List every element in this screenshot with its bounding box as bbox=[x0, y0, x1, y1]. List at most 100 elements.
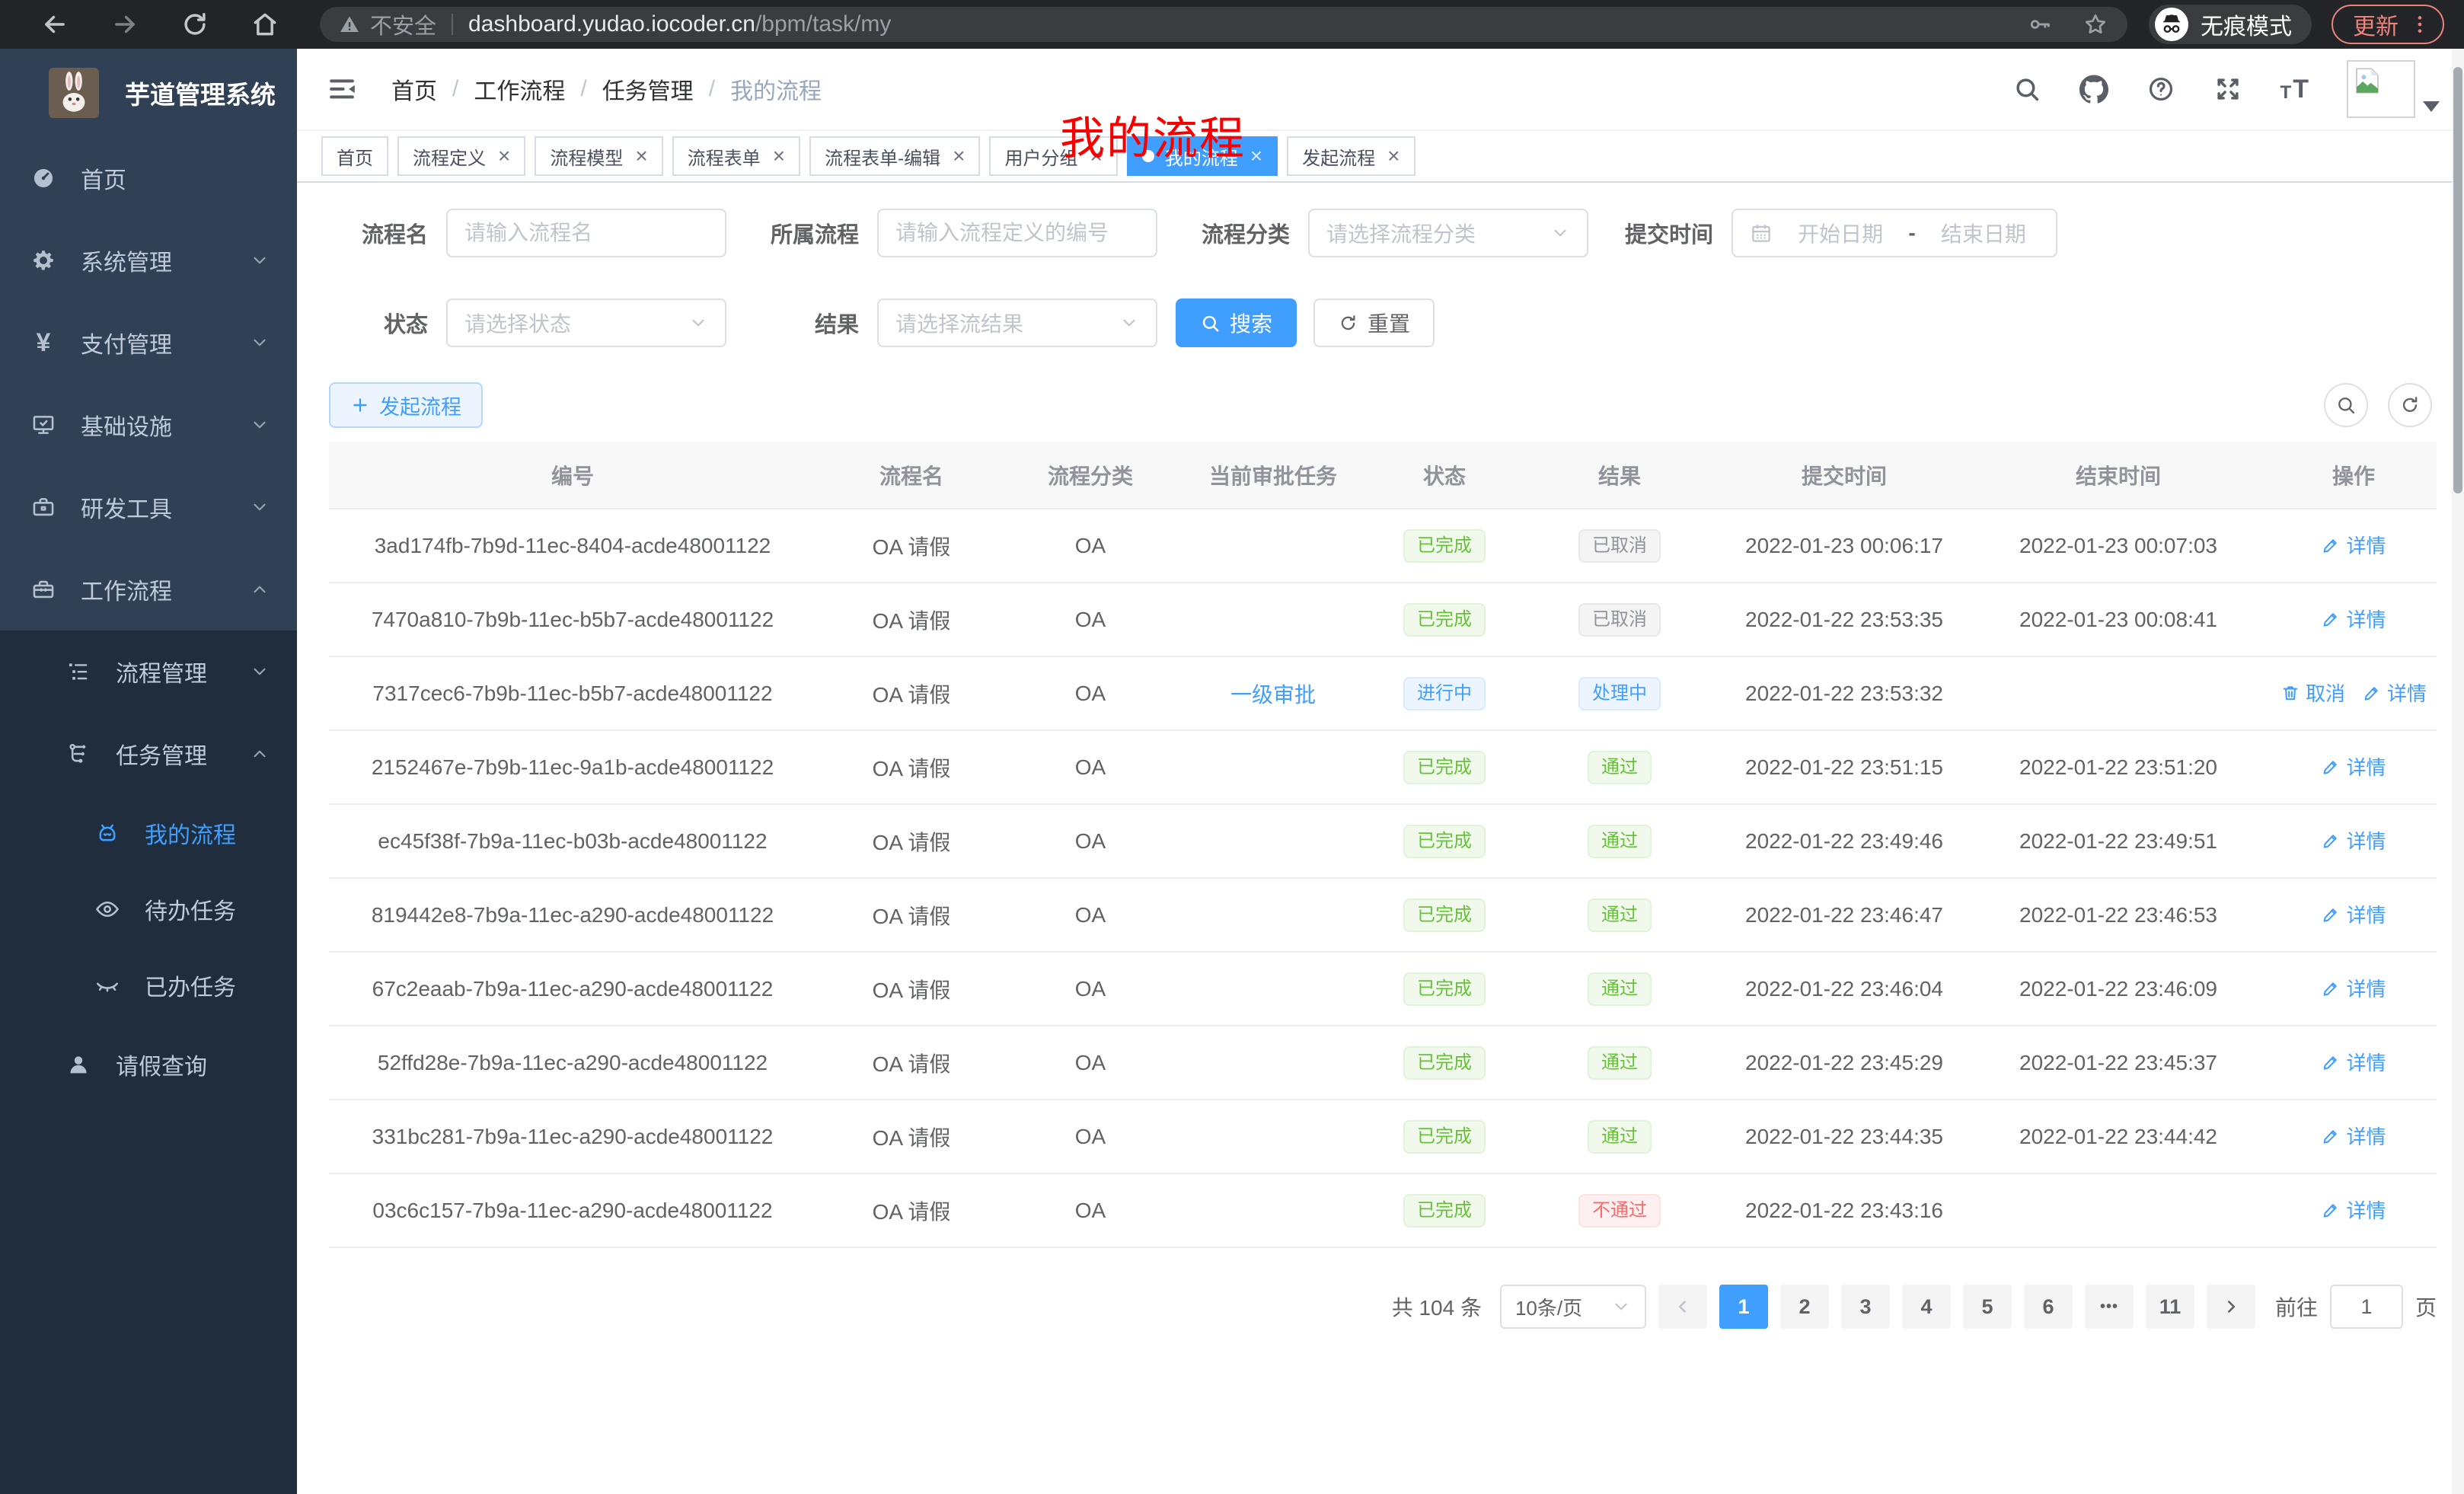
detail-link[interactable]: 详情 bbox=[2321, 531, 2386, 559]
address-bar[interactable]: 不安全 dashboard.yudao.iocoder.cn /bpm/task… bbox=[320, 7, 2127, 42]
kebab-menu-icon[interactable] bbox=[2408, 12, 2432, 37]
sidebar-item-待办任务[interactable]: 待办任务 bbox=[0, 871, 297, 947]
close-icon[interactable]: × bbox=[635, 144, 648, 168]
category-select[interactable]: 请选择流程分类 bbox=[1308, 209, 1588, 257]
reset-button[interactable]: 重置 bbox=[1313, 298, 1435, 347]
detail-link[interactable]: 详情 bbox=[2321, 605, 2386, 633]
tab-流程定义[interactable]: 流程定义 × bbox=[397, 136, 526, 176]
chevron-down-icon bbox=[250, 251, 270, 270]
goto-page-input[interactable] bbox=[2329, 1285, 2403, 1329]
breadcrumb: 首页 工作流程 任务管理 我的流程 bbox=[391, 72, 822, 106]
not-secure-warning-icon[interactable] bbox=[338, 13, 361, 36]
sidebar-item-已办任务[interactable]: 已办任务 bbox=[0, 947, 297, 1023]
next-page-button[interactable] bbox=[2206, 1285, 2255, 1329]
password-key-icon[interactable] bbox=[2027, 11, 2053, 37]
create-process-button[interactable]: 发起流程 bbox=[329, 382, 483, 428]
cell-status: 已完成 bbox=[1372, 1100, 1517, 1174]
home-icon[interactable] bbox=[251, 10, 279, 39]
sidebar-item-label: 我的流程 bbox=[145, 823, 236, 848]
cell-result: 通过 bbox=[1517, 804, 1722, 879]
close-icon[interactable]: × bbox=[1090, 144, 1103, 168]
sidebar-item-基础设施[interactable]: 基础设施 bbox=[0, 384, 297, 466]
scrollbar-thumb[interactable] bbox=[2453, 67, 2462, 493]
search-button[interactable]: 搜索 bbox=[1176, 298, 1297, 347]
breadcrumb-item[interactable]: 工作流程 bbox=[474, 79, 566, 104]
cell-id: 819442e8-7b9a-11ec-a290-acde48001122 bbox=[329, 878, 816, 953]
cell-category: OA bbox=[1007, 656, 1174, 731]
fullscreen-icon[interactable] bbox=[2213, 75, 2242, 104]
cell-task: 一级审批 bbox=[1174, 656, 1372, 731]
page-button-3[interactable]: 3 bbox=[1840, 1285, 1890, 1329]
tab-发起流程[interactable]: 发起流程 × bbox=[1287, 136, 1416, 176]
hamburger-icon[interactable] bbox=[326, 73, 358, 105]
avatar[interactable] bbox=[2347, 60, 2415, 118]
chevron-up-icon bbox=[250, 579, 270, 599]
page-scrollbar[interactable] bbox=[2452, 49, 2464, 1494]
tab-用户分组[interactable]: 用户分组 × bbox=[989, 136, 1118, 176]
github-icon[interactable] bbox=[2079, 75, 2108, 104]
back-icon[interactable] bbox=[40, 10, 69, 39]
page-button-1[interactable]: 1 bbox=[1719, 1285, 1768, 1329]
chevron-down-icon[interactable] bbox=[2423, 101, 2440, 112]
cell-result: 通过 bbox=[1517, 1026, 1722, 1100]
sidebar-item-请假查询[interactable]: 请假查询 bbox=[0, 1023, 297, 1106]
page-button-11[interactable]: 11 bbox=[2145, 1285, 2194, 1329]
more-pages-button[interactable]: ••• bbox=[2084, 1285, 2134, 1329]
help-icon[interactable] bbox=[2146, 75, 2175, 104]
result-select[interactable]: 请选择流结果 bbox=[877, 298, 1157, 347]
close-icon[interactable]: × bbox=[1387, 144, 1400, 168]
close-icon[interactable]: × bbox=[1250, 144, 1263, 168]
page-button-6[interactable]: 6 bbox=[2023, 1285, 2073, 1329]
close-icon[interactable]: × bbox=[498, 144, 511, 168]
sidebar-item-工作流程[interactable]: 工作流程 bbox=[0, 548, 297, 630]
detail-link[interactable]: 详情 bbox=[2321, 1048, 2386, 1076]
process-definition-input[interactable] bbox=[877, 209, 1157, 257]
user-menu[interactable] bbox=[2347, 60, 2440, 118]
chevron-down-icon bbox=[1119, 313, 1139, 333]
table-toolbar: 发起流程 bbox=[329, 382, 2437, 428]
breadcrumb-item[interactable]: 首页 bbox=[391, 79, 437, 104]
status-select[interactable]: 请选择状态 bbox=[446, 298, 726, 347]
process-name-input[interactable] bbox=[446, 209, 726, 257]
breadcrumb-item[interactable]: 任务管理 bbox=[602, 79, 694, 104]
detail-link[interactable]: 详情 bbox=[2321, 900, 2386, 928]
task-link[interactable]: 一级审批 bbox=[1230, 682, 1316, 707]
edit-icon bbox=[2321, 1200, 2341, 1220]
detail-link[interactable]: 详情 bbox=[2321, 1196, 2386, 1224]
detail-link[interactable]: 详情 bbox=[2362, 678, 2427, 707]
page-size-select[interactable]: 10条/页 bbox=[1499, 1285, 1646, 1329]
close-icon[interactable]: × bbox=[772, 144, 786, 168]
sidebar-item-任务管理[interactable]: 任务管理 bbox=[0, 713, 297, 795]
page-button-2[interactable]: 2 bbox=[1779, 1285, 1829, 1329]
reload-icon[interactable] bbox=[180, 10, 209, 39]
cancel-link[interactable]: 取消 bbox=[2280, 678, 2345, 707]
bookmark-star-icon[interactable] bbox=[2082, 11, 2109, 38]
update-button[interactable]: 更新 bbox=[2332, 5, 2444, 44]
submit-time-range-picker[interactable]: 开始日期 - 结束日期 bbox=[1732, 209, 2057, 257]
detail-link[interactable]: 详情 bbox=[2321, 752, 2386, 781]
sidebar-item-我的流程[interactable]: 我的流程 bbox=[0, 795, 297, 871]
refresh-table-button[interactable] bbox=[2388, 383, 2432, 427]
sidebar-item-首页[interactable]: 首页 bbox=[0, 137, 297, 219]
tab-流程表单[interactable]: 流程表单 × bbox=[672, 136, 801, 176]
app-logo[interactable]: 芋道管理系统 bbox=[0, 49, 297, 137]
tab-流程模型[interactable]: 流程模型 × bbox=[535, 136, 663, 176]
tab-我的流程[interactable]: 我的流程 × bbox=[1126, 136, 1278, 176]
prev-page-button[interactable] bbox=[1658, 1285, 1707, 1329]
forward-icon[interactable] bbox=[110, 10, 139, 39]
close-icon[interactable]: × bbox=[953, 144, 965, 168]
detail-link[interactable]: 详情 bbox=[2321, 826, 2386, 854]
page-button-5[interactable]: 5 bbox=[1962, 1285, 2012, 1329]
tab-流程表单-编辑[interactable]: 流程表单-编辑 × bbox=[809, 136, 981, 176]
sidebar-item-系统管理[interactable]: 系统管理 bbox=[0, 219, 297, 302]
sidebar-item-支付管理[interactable]: ¥ 支付管理 bbox=[0, 302, 297, 384]
detail-link[interactable]: 详情 bbox=[2321, 1122, 2386, 1150]
detail-link[interactable]: 详情 bbox=[2321, 974, 2386, 1002]
page-button-4[interactable]: 4 bbox=[1901, 1285, 1951, 1329]
tab-首页[interactable]: 首页 bbox=[321, 136, 388, 176]
sidebar-item-研发工具[interactable]: 研发工具 bbox=[0, 466, 297, 548]
sidebar-item-流程管理[interactable]: 流程管理 bbox=[0, 630, 297, 713]
search-icon[interactable] bbox=[2012, 75, 2041, 104]
show-search-button[interactable] bbox=[2324, 383, 2368, 427]
